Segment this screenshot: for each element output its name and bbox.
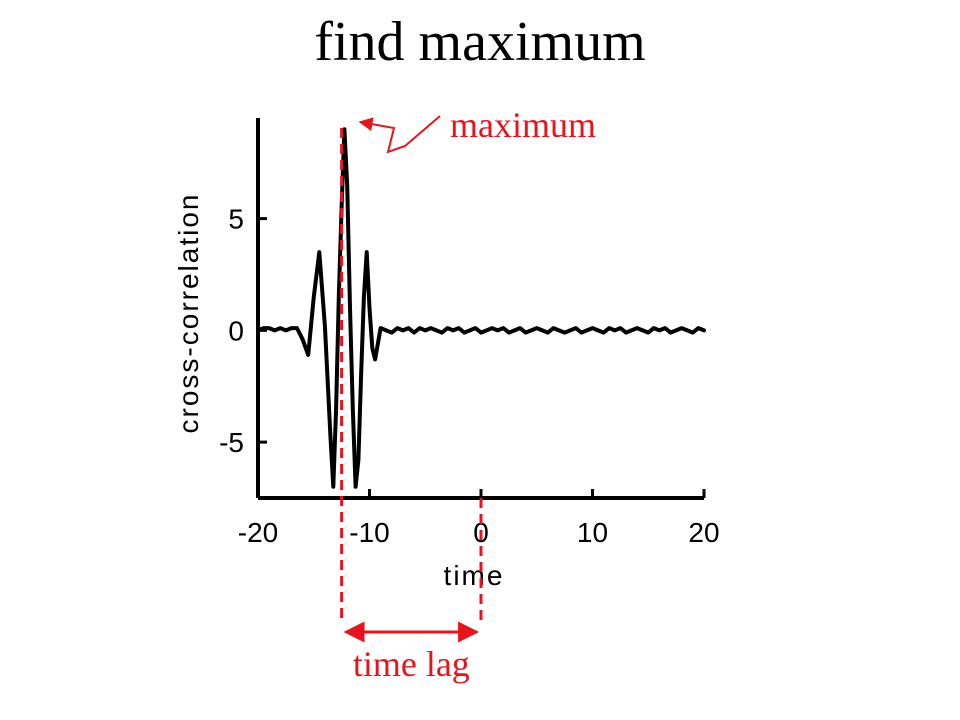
x-tick-label: 20: [688, 517, 719, 548]
y-axis-title: cross-correlation: [173, 193, 204, 434]
time-lag-label: time lag: [353, 644, 470, 684]
x-tick-label: -10: [349, 517, 389, 548]
y-tick-label: 0: [228, 315, 244, 346]
y-tick-label: 5: [228, 204, 244, 235]
x-tick-label: -20: [238, 517, 278, 548]
maximum-pointer-arrow: [358, 115, 441, 154]
x-tick-label: 10: [577, 517, 608, 548]
maximum-label: maximum: [450, 105, 596, 145]
x-axis-title: time: [444, 560, 505, 591]
slide-title: find maximum: [314, 11, 646, 73]
y-tick-label: -5: [219, 427, 244, 458]
cross-correlation-line: [256, 127, 706, 489]
